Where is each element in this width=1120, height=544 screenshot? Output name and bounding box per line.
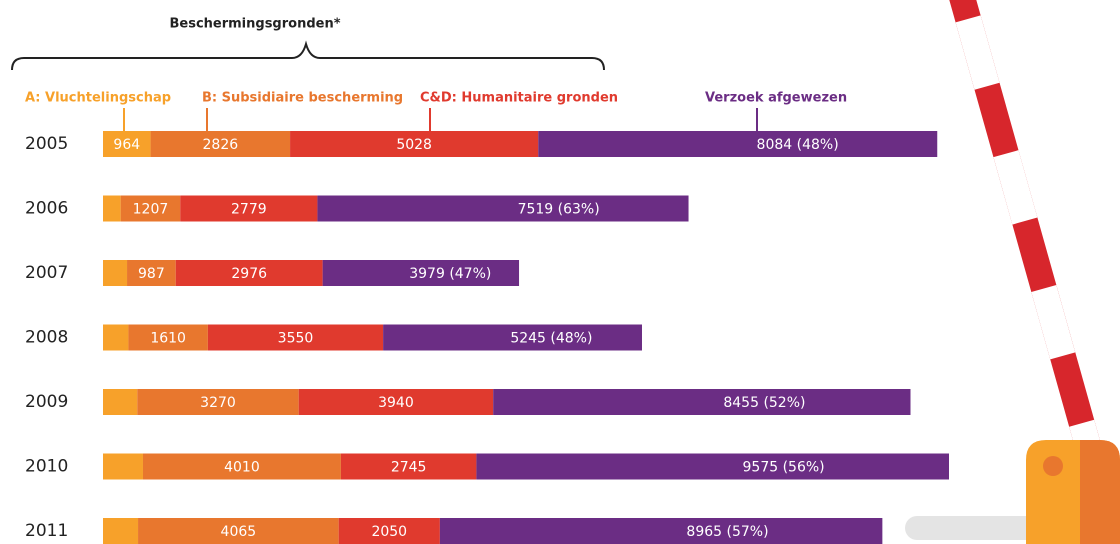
- bar-segment: [538, 131, 937, 157]
- value-label: 3979 (47%): [409, 266, 491, 282]
- legend-entry: A: Vluchtelingschap: [25, 91, 171, 106]
- value-label: 3270: [200, 395, 236, 411]
- chart: Beschermingsgronden* A: Vluchtelingschap…: [0, 0, 1120, 544]
- bar-segment: [103, 196, 121, 222]
- value-label: 7519 (63%): [518, 202, 600, 218]
- y-tick-label: 2008: [25, 328, 68, 348]
- value-label: 2976: [231, 266, 267, 282]
- bar-segment: [103, 260, 127, 286]
- value-label: 2745: [391, 460, 427, 476]
- value-label: 4010: [224, 460, 260, 476]
- value-label: 964: [113, 137, 140, 153]
- bar-segment: [103, 454, 143, 480]
- bar-segment: [103, 518, 138, 544]
- bar-segment: [476, 454, 949, 480]
- bar-segment: [317, 196, 688, 222]
- y-tick-label: 2005: [25, 134, 68, 154]
- brace: [12, 44, 604, 70]
- value-label: 810: [103, 434, 130, 450]
- bar-segment: [103, 325, 128, 351]
- value-label: 8965 (57%): [686, 524, 768, 540]
- value-label: 3550: [278, 331, 314, 347]
- value-label: 987: [138, 266, 165, 282]
- value-label: 487: [103, 240, 130, 256]
- y-tick-label: 2009: [25, 392, 68, 412]
- y-tick-label: 2010: [25, 457, 68, 477]
- legend-entry: Verzoek afgewezen: [705, 91, 847, 106]
- value-label: 358: [103, 176, 130, 192]
- value-label: 5245 (48%): [510, 331, 592, 347]
- value-label: 515: [103, 305, 130, 321]
- bar-segment: [493, 389, 910, 415]
- value-label: 710: [103, 498, 130, 514]
- y-tick-label: 2011: [25, 521, 68, 541]
- value-label: 9575 (56%): [743, 460, 825, 476]
- value-label: 8455 (52%): [723, 395, 805, 411]
- value-label: 3940: [378, 395, 414, 411]
- value-label: 4065: [221, 524, 257, 540]
- chart-title: Beschermingsgronden*: [169, 17, 340, 32]
- y-tick-label: 2007: [25, 263, 68, 283]
- value-label: 695: [103, 369, 130, 385]
- legend-entry: C&D: Humanitaire gronden: [420, 91, 618, 106]
- value-label: 2826: [203, 137, 239, 153]
- value-label: 8084 (48%): [757, 137, 839, 153]
- value-label: 2050: [371, 524, 407, 540]
- bar-segment: [440, 518, 882, 544]
- legend-entry: B: Subsidiaire bescherming: [202, 91, 403, 106]
- value-label: 1610: [150, 331, 186, 347]
- value-label: 1207: [133, 202, 169, 218]
- value-label: 5028: [396, 137, 432, 153]
- bar-segment: [103, 389, 137, 415]
- value-label: 2779: [231, 202, 267, 218]
- y-tick-label: 2006: [25, 199, 68, 219]
